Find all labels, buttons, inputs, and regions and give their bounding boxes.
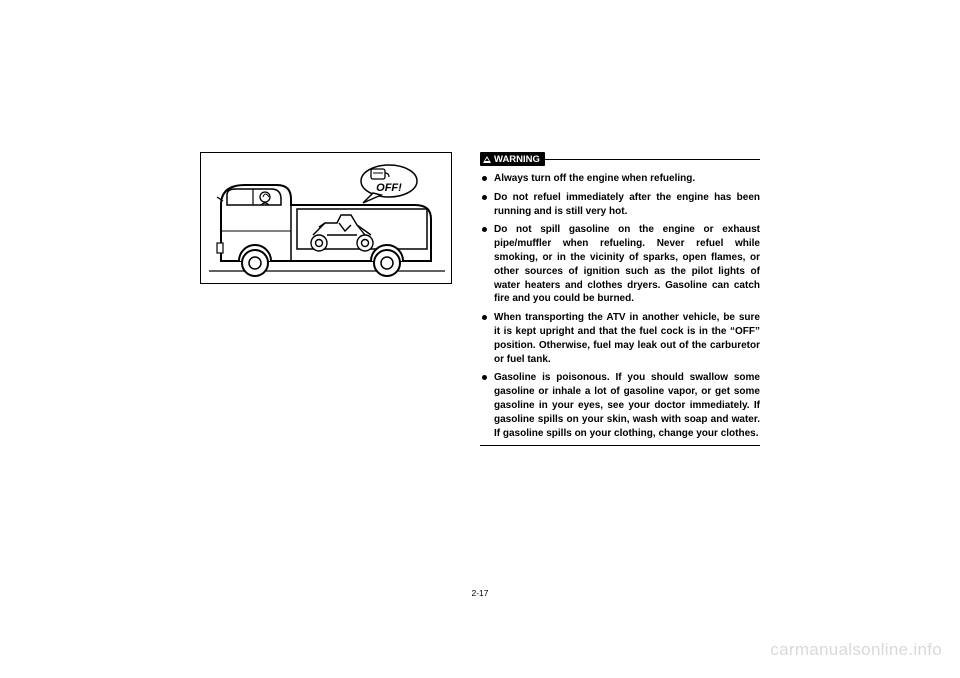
watermark-text: carmanualsonline.info (770, 640, 942, 660)
bullet-text: Gasoline is poisonous. If you should swa… (494, 372, 760, 438)
page-number: 2-17 (0, 588, 960, 598)
warning-rule (545, 159, 760, 160)
van-atv-off-icon: OFF! (201, 153, 452, 284)
list-item: Do not refuel immediately after the engi… (480, 191, 760, 219)
right-column: WARNING Always turn off the engine when … (480, 152, 760, 446)
warning-heading: WARNING (480, 152, 760, 166)
list-item: Gasoline is poisonous. If you should swa… (480, 371, 760, 440)
list-item: When transporting the ATV in another veh… (480, 311, 760, 366)
list-item: Do not spill gasoline on the engine or e… (480, 223, 760, 306)
warning-badge: WARNING (480, 152, 545, 166)
transport-atv-illustration: OFF! (200, 152, 452, 284)
bullet-text: Do not refuel immediately after the engi… (494, 192, 760, 217)
warning-label-text: WARNING (494, 154, 540, 165)
bullet-text: When transporting the ATV in another veh… (494, 312, 760, 364)
svg-text:OFF!: OFF! (376, 182, 402, 194)
warning-triangle-icon (483, 156, 491, 163)
content-area: OFF! WARNING Always turn off t (200, 152, 760, 446)
left-column: OFF! (200, 152, 452, 446)
bullet-text: Always turn off the engine when refuelin… (494, 173, 695, 184)
warning-bullet-list: Always turn off the engine when refuelin… (480, 172, 760, 440)
list-item: Always turn off the engine when refuelin… (480, 172, 760, 186)
manual-page: OFF! WARNING Always turn off t (0, 0, 960, 678)
bullet-text: Do not spill gasoline on the engine or e… (494, 224, 760, 304)
section-end-rule (480, 445, 760, 446)
